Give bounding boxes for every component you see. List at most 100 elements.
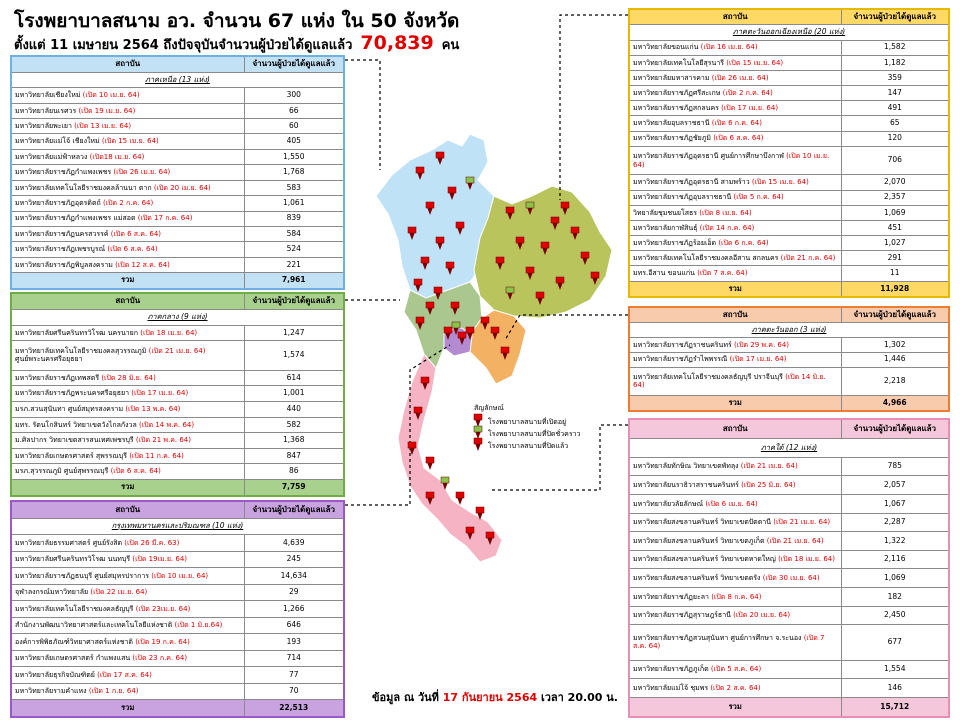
row: มหาวิทยาลัยสงขลานครินทร์ วิทยาเขตภูเก็ต … <box>628 531 950 551</box>
institution-cell: มหาวิทยาลัยธรรมศาสตร์ ศูนย์รังสิต (เปิด … <box>10 534 245 552</box>
institution-name: มหาวิทยาลัยสงขลานครินทร์ วิทยาเขตปัตตานี <box>633 518 771 527</box>
row: วิทยาลัยชุมชนยโสธร (เปิด 8 เม.ย. 64) 1,06… <box>628 204 950 221</box>
pin-flag <box>570 226 580 234</box>
institution-cell: มหาวิทยาลัยราชภัฏอุตรดิตถ์ (เปิด 2 ก.ค. … <box>10 195 245 212</box>
pin <box>485 531 495 545</box>
pin-flag <box>495 256 505 264</box>
pin-head <box>562 207 568 215</box>
institution-cell: มหาวิทยาลัยเกษตรศาสตร์ สุพรรณบุรี (เปิด … <box>10 447 245 465</box>
row: มหาวิทยาลัยพะเยา (เปิด 13 เม.ย. 64) 60 <box>10 117 345 135</box>
patients: 11 <box>840 265 950 282</box>
opened-date: (เปิด 2 ก.ค. 64) <box>102 199 154 208</box>
row: มหาวิทยาลัยธุรกิจบัณฑิตย์ (เปิด 17 ส.ค. … <box>10 666 345 684</box>
region-south <box>397 353 503 563</box>
total-row: รวม 22,513 <box>10 699 345 718</box>
row: มหาวิทยาลัยเชียงใหม่ (เปิด 10 เม.ย. 64) 3… <box>10 87 345 104</box>
opened-date: (เปิด 21 เม.ย. 64) <box>148 346 206 355</box>
patients: 2,450 <box>840 605 950 626</box>
column-header: สถาบัน <box>10 292 245 310</box>
institution-cell: องค์การพิพิธภัณฑ์วิทยาศาสตร์แห่งชาติ (เป… <box>10 633 245 651</box>
row: มหาวิทยาลัยเทคโนโลยีสุรนารี (เปิด 15 เม.… <box>628 54 950 71</box>
patients: 2,057 <box>840 475 950 495</box>
pin-head <box>475 419 481 427</box>
institution-name: มรภ.สวนสุนันทา ศูนย์สมุทรสงคราม <box>15 404 124 413</box>
patients: 614 <box>243 369 345 387</box>
institution-name: มหาวิทยาลัยราชภัฏธนบุรี ศูนย์สมุทรปราการ <box>15 571 150 580</box>
patients: 1,069 <box>840 204 950 221</box>
row: สำนักงานพัฒนาวิทยาศาสตร์และเทคโนโลยีแห่ง… <box>10 616 345 635</box>
row: มหาวิทยาลัยทักษิณ วิทยาเขตพัทลุง (เปิด 2… <box>628 456 950 477</box>
opened-date: (เปิด 20 เม.ย. 64) <box>733 611 791 620</box>
institution-name: ม.ศิลปากร วิทยาเขตสารสนเทศเพชรบุรี <box>15 436 134 445</box>
patients: 86 <box>243 463 345 480</box>
total-value: 11,928 <box>840 280 950 298</box>
legend-label: โรงพยาบาลสนามที่ปิดชั่วคราว <box>488 429 581 438</box>
patients: 582 <box>243 416 345 434</box>
institution-name: มหาวิทยาลัยราชภัฏกำแพงเพชร แม่สอด <box>15 214 136 223</box>
patients: 291 <box>840 250 950 267</box>
institution-cell: มทร.อีสาน ขอนแก่น (เปิด 7 ส.ค. 64) <box>628 265 842 282</box>
row: มทร. รัตนโกสินทร์ วิทยาเขตวังไกลกังวล (เ… <box>10 416 345 434</box>
pin-flag <box>560 201 570 209</box>
patients: 524 <box>243 241 345 258</box>
row: มหาวิทยาลัยแม่ฟ้าหลวง (เปิด18 เม.ย. 64) 1… <box>10 148 345 166</box>
title: โรงพยาบาลสนาม อว. จำนวน 67 แห่ง ใน 50 จั… <box>14 10 460 32</box>
institution-cell: มหาวิทยาลัยราชภัฏกำแพงเพชร แม่สอด (เปิด … <box>10 210 245 227</box>
institution-cell: มหาวิทยาลัยราชภัฏภูเก็ต (เปิด 5 ส.ค. 64) <box>628 659 842 680</box>
patients: 584 <box>243 225 345 243</box>
pin <box>480 316 490 330</box>
pin-head <box>427 307 433 315</box>
pin <box>415 166 425 180</box>
pin-head <box>417 172 423 180</box>
pin-flag <box>490 326 500 334</box>
row: มหาวิทยาลัยเทคโนโลยีราชมงคลสุวรรณภูมิ (เ… <box>10 340 345 371</box>
footer-prefix: ข้อมูล ณ วันที่ <box>372 691 439 704</box>
pin-flag <box>555 276 565 284</box>
institution-cell: มหาวิทยาลัยแม่โจ้ ชุมพร (เปิด 2 ส.ค. 64) <box>628 678 842 698</box>
institution-name: สำนักงานพัฒนาวิทยาศาสตร์และเทคโนโลยีแห่ง… <box>15 621 173 630</box>
institution-cell: มหาวิทยาลัยสงขลานครินทร์ วิทยาเขตตรัง (เ… <box>628 568 842 589</box>
institution-name: มหาวิทยาลัยเกษตรศาสตร์ กำแพงแสน <box>15 654 131 663</box>
opened-date: (เปิด 2 ส.ค. 64) <box>710 683 761 692</box>
row: มหาวิทยาลัยกาฬสินธุ์ (เปิด 14 ก.ค. 64) 45… <box>628 219 950 237</box>
institution-name: มหาวิทยาลัยศรีนครินทรวิโรฒ นนทบุรี <box>15 555 131 564</box>
institution-cell: มหาวิทยาลัยราชภัฏกำแพงเพชร (เปิด 26 เม.ย… <box>10 164 245 181</box>
patients: 2,116 <box>840 549 950 570</box>
institution-cell: มหาวิทยาลัยนเรศวร (เปิด 19 เม.ย. 64) <box>10 102 245 120</box>
institution-name: มหาวิทยาลัยเทคโนโลยีราชมงคลธัญบุรี ปราจี… <box>633 372 783 381</box>
opened-date: (เปิด 6 ส.ค. 64) <box>110 467 161 476</box>
row: มหาวิทยาลัยราชภัฏเทพสตรี (เปิด 28 มิ.ย. … <box>10 369 345 387</box>
institution-cell: มหาวิทยาลัยราชภัฏชัยภูมิ (เปิด 6 ส.ค. 64… <box>628 130 842 147</box>
institution-name: มหาวิทยาลัยแม่โจ้ เชียงใหม่ <box>15 137 100 146</box>
subtitle: ตั้งแต่ 11 เมษายน 2564 ถึงปัจจุบันจำนวนผ… <box>14 32 459 55</box>
institution-cell: มหาวิทยาลัยวลัยลักษณ์ (เปิด 6 เม.ย. 64) <box>628 493 842 514</box>
institution-cell: มหาวิทยาลัยนราธิวาสราชนครินทร์ (เปิด 25 … <box>628 475 842 495</box>
pin <box>535 291 545 305</box>
patients: 583 <box>243 179 345 197</box>
pin-flag <box>455 221 465 229</box>
pin-head <box>422 382 428 390</box>
opened-date: (เปิด 17 ส.ค. 64) <box>97 670 152 679</box>
institution-name: มหาวิทยาลัยธุรกิจบัณฑิตย์ <box>15 670 95 679</box>
pin-head <box>467 532 473 540</box>
pin-head <box>475 443 481 451</box>
institution-name: มหาวิทยาลัยเทคโนโลยีราชมงคลล้านนา ตาก <box>15 183 152 192</box>
row: มหาวิทยาลัยอุบลราชธานี (เปิด 6 ก.ค. 64) 6… <box>628 115 950 132</box>
pin-flag <box>413 406 423 414</box>
pin <box>525 201 535 215</box>
pin <box>415 316 425 330</box>
patients: 785 <box>840 456 950 477</box>
pin-head <box>437 242 443 250</box>
patients: 646 <box>243 616 345 635</box>
column-header: จำนวนผู้ป่วยได้ดูแลแล้ว <box>840 8 950 26</box>
institution-cell: สำนักงานพัฒนาวิทยาศาสตร์และเทคโนโลยีแห่ง… <box>10 616 245 635</box>
opened-date: (เปิด 22 เม.ย. 64) <box>90 588 148 597</box>
pin-head <box>445 332 451 340</box>
patients: 714 <box>243 649 345 668</box>
opened-date: (เปิด 5 ก.ค. 64) <box>733 193 784 202</box>
row: มทร.อีสาน ขอนแก่น (เปิด 7 ส.ค. 64) 11 <box>628 265 950 282</box>
column-header: จำนวนผู้ป่วยได้ดูแลแล้ว <box>840 306 950 324</box>
institution-name: มหาวิทยาลัยขอนแก่น <box>633 43 699 52</box>
patients: 60 <box>243 117 345 135</box>
pin-head <box>467 182 473 190</box>
